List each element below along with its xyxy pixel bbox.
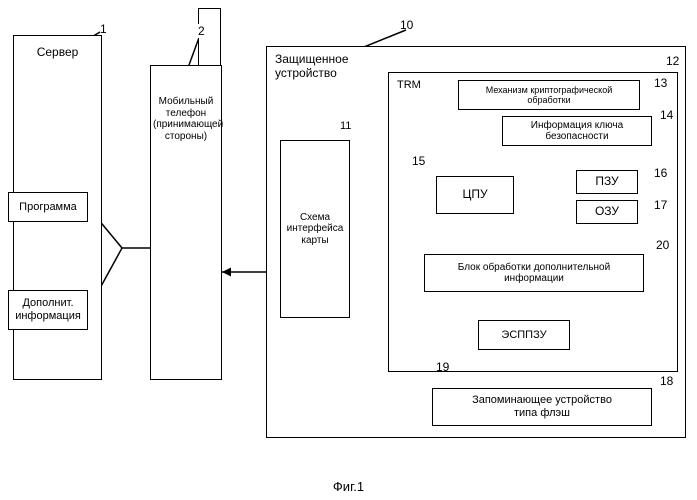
server-label: Сервер xyxy=(14,46,101,60)
ram-box: ОЗУ xyxy=(576,200,638,224)
crypto-label: Механизм криптографической обработки xyxy=(486,85,612,106)
cardif-label: Схема интерфейса карты xyxy=(287,212,344,247)
callout-10: 10 xyxy=(400,18,413,32)
program-box: Программа xyxy=(8,192,88,222)
cpu-box: ЦПУ xyxy=(436,176,514,214)
rom-box: ПЗУ xyxy=(576,170,638,194)
keyinfo-label: Информация ключа безопасности xyxy=(531,120,623,143)
phone-box: Мобильный телефон (принимающей стороны) xyxy=(150,65,222,380)
callout-18: 18 xyxy=(660,374,673,388)
addproc-label: Блок обработки дополнительной информации xyxy=(458,262,610,285)
eeprom-label: ЭСППЗУ xyxy=(501,329,546,342)
trm-label: TRM xyxy=(397,79,421,92)
phone-label: Мобильный телефон (принимающей стороны) xyxy=(153,96,219,142)
callout-13: 13 xyxy=(654,76,667,90)
cpu-label: ЦПУ xyxy=(462,188,487,202)
callout-11: 11 xyxy=(340,120,351,132)
callout-2: 2 xyxy=(196,24,207,38)
callout-15: 15 xyxy=(412,154,425,168)
program-label: Программа xyxy=(19,201,77,214)
flash-label: Запоминающее устройство типа флэш xyxy=(472,394,612,419)
callout-1: 1 xyxy=(100,22,107,36)
callout-19: 19 xyxy=(436,360,449,374)
callout-17: 17 xyxy=(654,198,667,212)
eeprom-box: ЭСППЗУ xyxy=(478,320,570,350)
crypto-box: Механизм криптографической обработки xyxy=(458,80,640,110)
callout-12: 12 xyxy=(666,54,679,68)
addinfo-box: Дополнит. информация xyxy=(8,290,88,330)
rom-label: ПЗУ xyxy=(595,175,618,189)
callout-16: 16 xyxy=(654,166,667,180)
ram-label: ОЗУ xyxy=(595,205,619,219)
keyinfo-box: Информация ключа безопасности xyxy=(502,116,652,146)
addproc-box: Блок обработки дополнительной информации xyxy=(424,254,644,292)
device-label: Защищенное устройство xyxy=(275,53,349,81)
callout-20: 20 xyxy=(656,238,669,252)
flash-box: Запоминающее устройство типа флэш xyxy=(432,388,652,426)
cardif-box: Схема интерфейса карты xyxy=(280,140,350,318)
figure-caption: Фиг.1 xyxy=(0,479,697,494)
addinfo-label: Дополнит. информация xyxy=(15,297,81,322)
callout-14: 14 xyxy=(660,108,673,122)
diagram-stage: Сервер Программа Дополнит. информация Мо… xyxy=(0,0,697,500)
